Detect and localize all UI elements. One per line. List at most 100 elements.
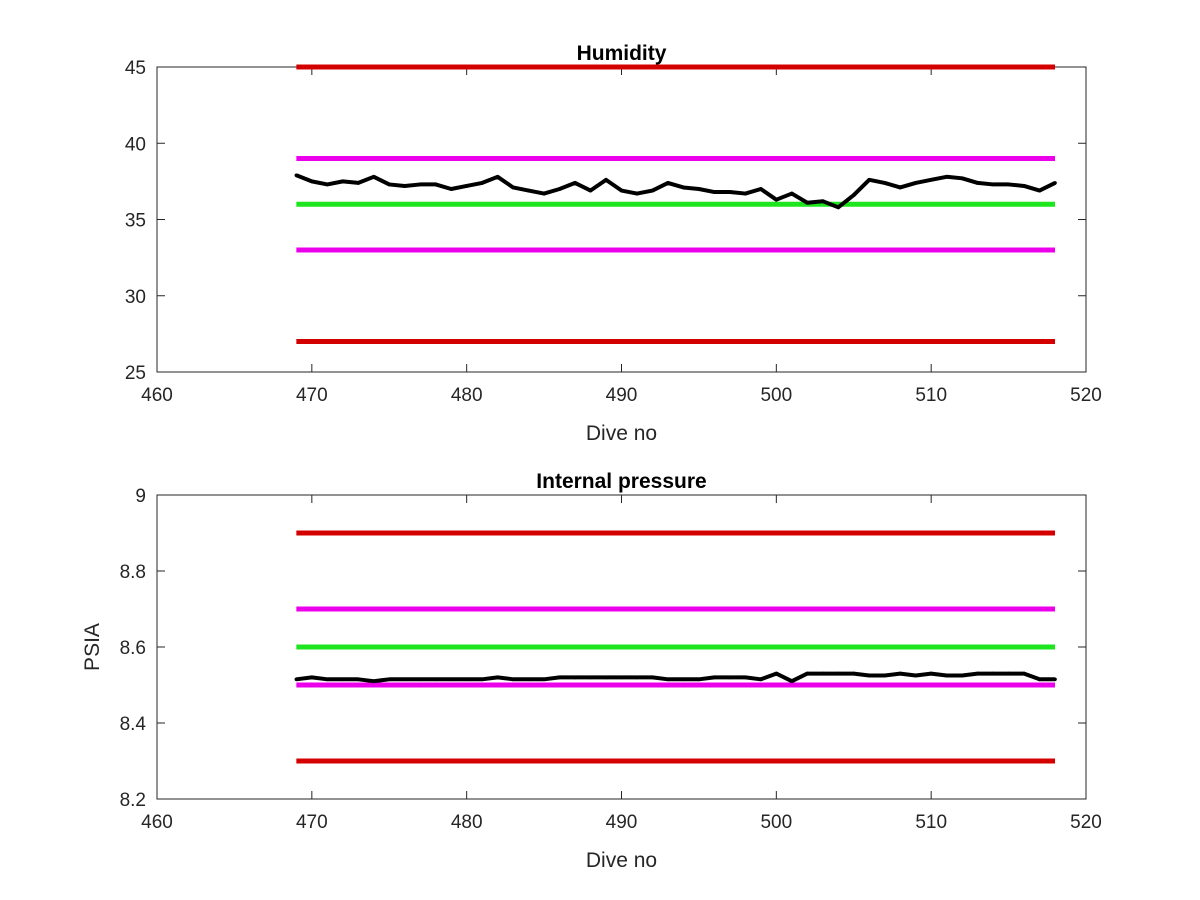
data-point — [774, 671, 779, 676]
x-axis-label: Dive no — [586, 422, 657, 445]
data-point — [1053, 181, 1057, 185]
data-point — [650, 188, 655, 193]
data-point — [666, 677, 670, 682]
data-point — [480, 181, 484, 185]
data-point — [604, 675, 608, 680]
data-point — [790, 679, 794, 683]
data-point — [882, 673, 887, 678]
data-point — [805, 200, 810, 205]
y-tick-label: 35 — [125, 211, 146, 232]
data-point — [356, 677, 361, 682]
data-point — [728, 190, 732, 194]
x-tick-label: 490 — [606, 385, 638, 406]
data-point — [588, 675, 593, 680]
data-point — [774, 197, 779, 202]
y-tick-label: 8.8 — [120, 562, 146, 583]
data-point — [712, 675, 717, 680]
data-point — [371, 175, 376, 179]
y-tick-label: 8.4 — [120, 714, 147, 735]
y-tick-label: 9 — [135, 486, 146, 507]
data-point — [1022, 671, 1026, 676]
x-tick-label: 490 — [606, 812, 638, 833]
data-point — [805, 671, 810, 676]
data-point — [310, 675, 314, 680]
data-point — [836, 205, 841, 210]
y-tick-label: 40 — [125, 134, 146, 155]
y-tick-label: 30 — [125, 287, 146, 308]
data-point — [867, 178, 872, 182]
data-series-line-1 — [295, 173, 1056, 210]
y-tick-label: 8.2 — [120, 790, 146, 811]
data-point — [526, 677, 531, 682]
data-point — [635, 675, 639, 680]
data-point — [712, 190, 717, 194]
data-point — [743, 675, 748, 680]
data-point — [433, 677, 438, 682]
data-series-line-1 — [296, 671, 1056, 684]
data-point — [697, 187, 701, 191]
data-point — [898, 185, 902, 190]
data-point — [495, 675, 500, 680]
data-point — [929, 178, 933, 182]
data-point — [851, 193, 856, 197]
data-point — [681, 677, 686, 682]
data-point — [975, 671, 980, 676]
data-point — [371, 679, 376, 683]
x-tick-label: 460 — [141, 385, 173, 406]
data-point — [944, 673, 949, 678]
data-point — [991, 182, 995, 187]
data-point — [759, 677, 763, 682]
data-point — [387, 182, 392, 187]
data-point — [913, 673, 918, 678]
data-point — [650, 675, 655, 680]
data-point — [929, 671, 933, 676]
x-tick-label: 500 — [760, 812, 792, 833]
data-point — [588, 188, 593, 193]
data-point — [511, 677, 515, 682]
data-point — [743, 191, 748, 196]
data-point — [294, 677, 299, 682]
data-point — [867, 673, 872, 678]
data-point — [836, 671, 841, 676]
data-point — [851, 671, 856, 676]
chart-title: Humidity — [577, 42, 667, 65]
data-point — [325, 182, 330, 187]
data-point — [356, 181, 361, 185]
data-point — [619, 188, 624, 193]
x-tick-label: 510 — [915, 385, 947, 406]
data-point — [1053, 677, 1057, 682]
data-point — [975, 181, 980, 185]
data-point — [341, 179, 345, 184]
subplot-2: 460 470 480 490 500 510 520 8.2 8.4 8.6 8.8 9 Intern… — [81, 470, 1102, 872]
data-point — [635, 191, 639, 196]
data-point — [1037, 188, 1042, 193]
x-tick-label: 480 — [451, 385, 483, 406]
data-point — [449, 677, 453, 682]
data-point — [604, 178, 608, 182]
data-point — [790, 191, 794, 196]
data-point — [1006, 671, 1011, 676]
x-axis-label: Dive no — [586, 849, 657, 872]
data-point — [882, 181, 887, 185]
data-point — [820, 199, 825, 203]
x-tick-label: 520 — [1070, 385, 1102, 406]
data-point — [944, 175, 949, 179]
x-tick-label: 500 — [760, 385, 792, 406]
data-point — [759, 187, 763, 191]
data-point — [542, 677, 546, 682]
data-point — [294, 173, 299, 178]
chart-layer: 460 470 480 490 500 510 520 25 30 35 40 45 Humidity D… — [81, 42, 1102, 872]
data-point — [557, 675, 562, 680]
x-tick-label: 510 — [915, 812, 947, 833]
data-point — [557, 187, 562, 191]
data-point — [387, 677, 392, 682]
x-tick-label: 470 — [296, 385, 328, 406]
data-point — [697, 677, 701, 682]
data-point — [310, 179, 314, 184]
x-tick-label: 470 — [296, 812, 328, 833]
data-point — [464, 184, 469, 188]
data-point — [1006, 182, 1011, 187]
y-tick-label: 8.6 — [120, 638, 146, 659]
